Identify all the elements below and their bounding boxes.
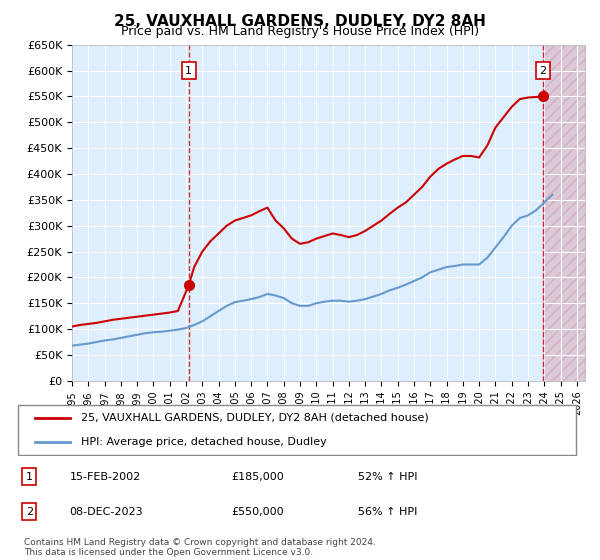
FancyBboxPatch shape [18, 405, 577, 455]
Text: 08-DEC-2023: 08-DEC-2023 [70, 507, 143, 517]
Text: 56% ↑ HPI: 56% ↑ HPI [358, 507, 417, 517]
Text: Contains HM Land Registry data © Crown copyright and database right 2024.
This d: Contains HM Land Registry data © Crown c… [24, 538, 376, 557]
Text: Price paid vs. HM Land Registry's House Price Index (HPI): Price paid vs. HM Land Registry's House … [121, 25, 479, 38]
Text: 2: 2 [26, 507, 33, 517]
Text: 52% ↑ HPI: 52% ↑ HPI [358, 472, 417, 482]
Text: 25, VAUXHALL GARDENS, DUDLEY, DY2 8AH (detached house): 25, VAUXHALL GARDENS, DUDLEY, DY2 8AH (d… [81, 413, 429, 423]
Text: 15-FEB-2002: 15-FEB-2002 [70, 472, 141, 482]
Text: 25, VAUXHALL GARDENS, DUDLEY, DY2 8AH: 25, VAUXHALL GARDENS, DUDLEY, DY2 8AH [114, 14, 486, 29]
Text: 1: 1 [185, 66, 192, 76]
Text: £185,000: £185,000 [231, 472, 284, 482]
Bar [543, 45, 585, 381]
Text: HPI: Average price, detached house, Dudley: HPI: Average price, detached house, Dudl… [81, 437, 327, 447]
Text: 2: 2 [539, 66, 547, 76]
Text: 1: 1 [26, 472, 33, 482]
Text: £550,000: £550,000 [231, 507, 284, 517]
